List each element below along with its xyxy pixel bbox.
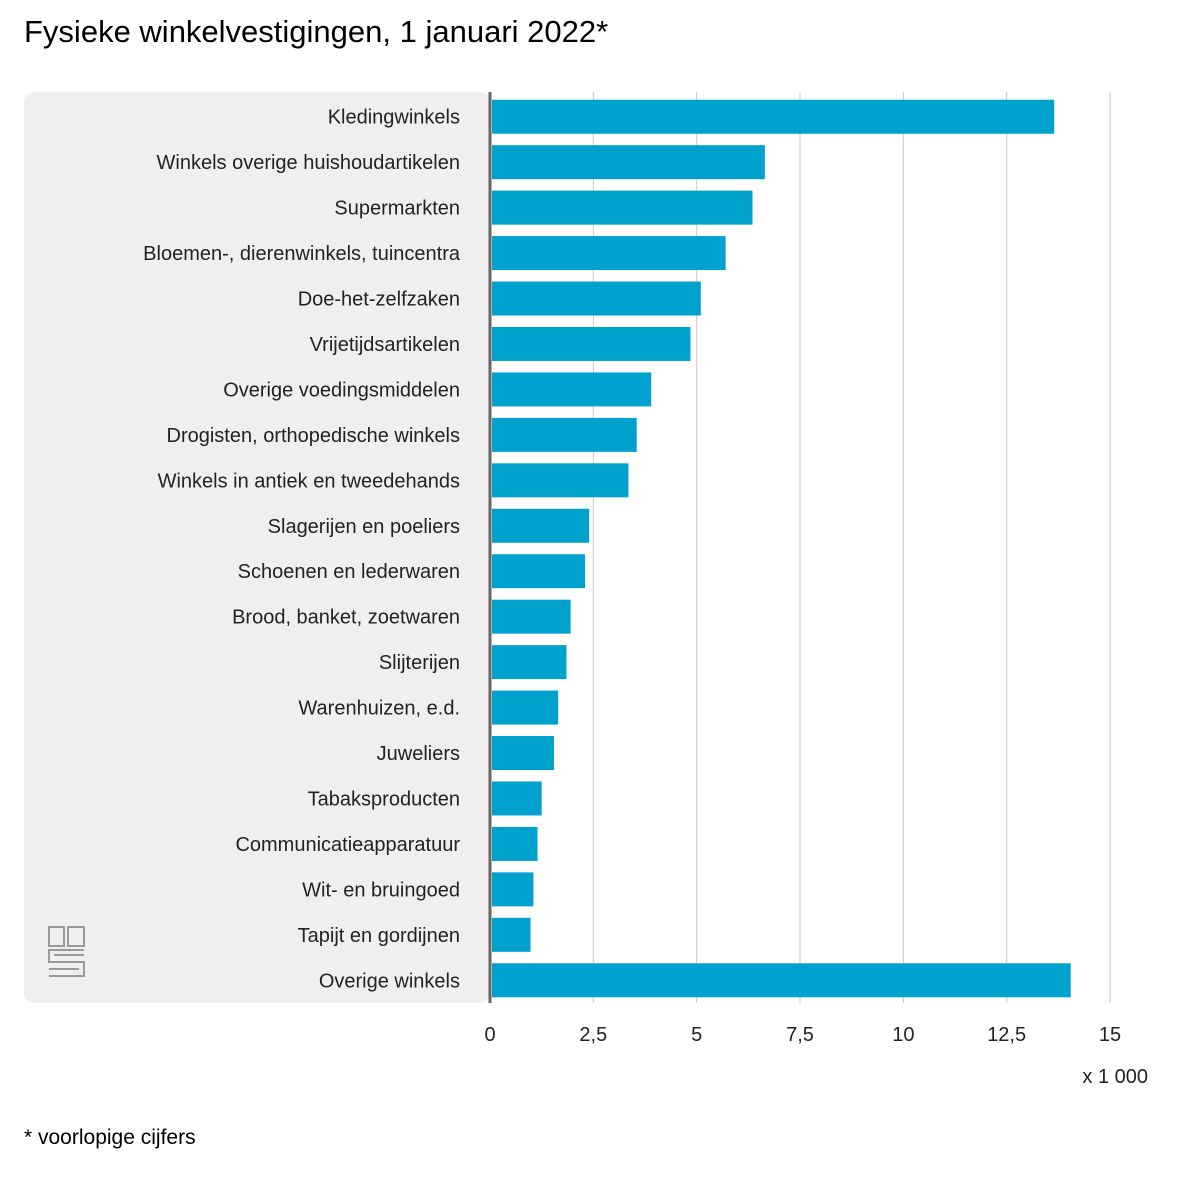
bar [492, 690, 559, 725]
bar [492, 372, 652, 407]
category-label: Schoenen en lederwaren [238, 561, 460, 583]
category-label: Doe-het-zelfzaken [298, 289, 460, 311]
x-tick-label: 5 [691, 1024, 702, 1046]
bars [492, 99, 1071, 998]
cbs-logo-icon [48, 926, 85, 977]
bar [492, 417, 637, 452]
category-label: Slagerijen en poeliers [268, 516, 460, 538]
category-label: Warenhuizen, e.d. [298, 698, 460, 720]
bar [492, 826, 538, 861]
category-label: Communicatieapparatuur [235, 834, 460, 856]
category-label: Tabaksproducten [308, 788, 460, 810]
bar [492, 326, 691, 361]
bar [492, 236, 726, 271]
category-label: Winkels overige huishoudartikelen [157, 152, 461, 174]
bar [492, 781, 542, 816]
bar [492, 872, 534, 907]
category-label: Kledingwinkels [328, 107, 460, 129]
bar [492, 599, 571, 634]
category-label: Slijterijen [379, 652, 460, 674]
category-label: Brood, banket, zoetwaren [232, 607, 460, 629]
category-label: Wit- en bruingoed [302, 879, 460, 901]
bar [492, 99, 1055, 134]
category-label: Winkels in antiek en tweedehands [158, 470, 460, 492]
category-label: Supermarkten [334, 198, 460, 220]
category-labels: Kledingwinkels Winkels overige huishoudar… [143, 107, 461, 993]
x-tick-label: 0 [484, 1024, 495, 1046]
category-label: Overige voedingsmiddelen [223, 379, 460, 401]
bar [492, 190, 753, 225]
category-label: Bloemen-, dierenwinkels, tuincentra [143, 243, 461, 265]
footnote: * voorlopige cijfers [24, 1126, 196, 1149]
unit-label: x 1 000 [1082, 1066, 1148, 1088]
x-tick-label: 10 [892, 1024, 914, 1046]
bar [492, 554, 586, 589]
category-label: Overige winkels [319, 970, 460, 992]
x-tick-label: 7,5 [786, 1024, 814, 1046]
bar [492, 917, 531, 952]
bar [492, 645, 567, 680]
x-tick-labels: 0 2,5 5 7,5 10 12,5 15 [484, 1024, 1121, 1046]
bar [492, 281, 701, 316]
category-label: Drogisten, orthopedische winkels [167, 425, 461, 447]
bar [492, 145, 765, 180]
bar [492, 963, 1071, 998]
bar [492, 508, 590, 543]
x-tick-label: 15 [1099, 1024, 1121, 1046]
bar-chart: Kledingwinkels Winkels overige huishoudar… [24, 92, 1148, 1088]
label-panel [24, 92, 490, 1003]
x-tick-label: 2,5 [579, 1024, 607, 1046]
bar [492, 736, 555, 771]
category-label: Vrijetijdsartikelen [310, 334, 460, 356]
category-label: Tapijt en gordijnen [298, 925, 460, 947]
bar [492, 463, 629, 498]
chart-title: Fysieke winkelvestigingen, 1 januari 202… [24, 14, 609, 49]
grid-lines [592, 92, 1111, 1003]
x-tick-label: 12,5 [987, 1024, 1026, 1046]
category-label: Juweliers [377, 743, 460, 765]
